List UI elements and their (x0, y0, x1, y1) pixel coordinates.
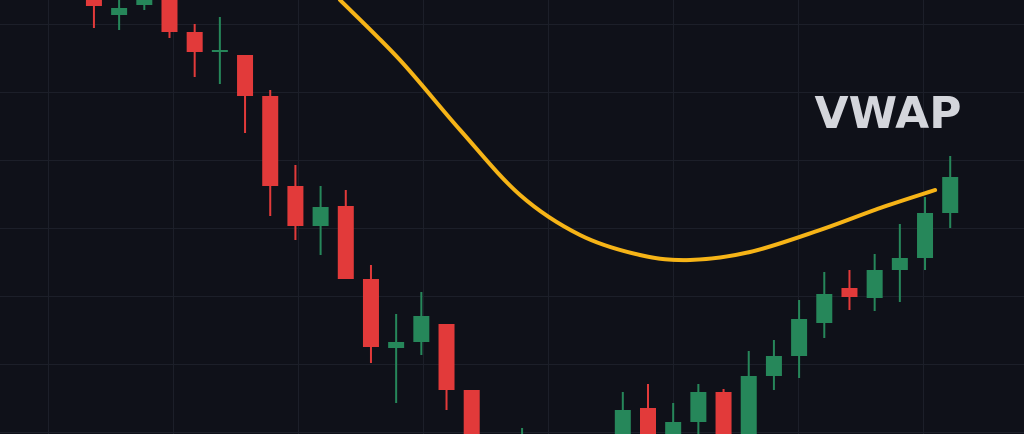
candle-body (639, 408, 656, 434)
candle-body (715, 392, 732, 434)
candle-body (438, 324, 455, 390)
candle-body (740, 376, 757, 434)
candle-body (111, 8, 128, 15)
candle-body (614, 410, 631, 434)
candle-body (85, 0, 102, 6)
line-label: VWAP (815, 88, 962, 139)
candle-body (816, 294, 833, 323)
candle-body (337, 206, 354, 279)
candle-body (362, 279, 379, 347)
candle-body (690, 392, 707, 422)
candle-body (237, 55, 254, 96)
candle-body (765, 356, 782, 376)
candle-body (841, 288, 858, 297)
candle-body (262, 96, 279, 186)
candle-body (186, 32, 203, 52)
candle-body (891, 258, 908, 270)
candle-body (287, 186, 304, 226)
candle-body (211, 50, 228, 52)
candle-body (917, 213, 934, 258)
candle-body (413, 316, 430, 342)
candle-body (665, 422, 682, 434)
candle-body (463, 390, 480, 434)
candle-body (942, 177, 959, 213)
candle-body (866, 270, 883, 298)
candle-body (136, 0, 153, 5)
candle-body (161, 0, 178, 32)
candle-body (791, 319, 808, 356)
candle-body (388, 342, 405, 348)
candle-body (312, 207, 329, 226)
vwap-line (337, 0, 938, 263)
